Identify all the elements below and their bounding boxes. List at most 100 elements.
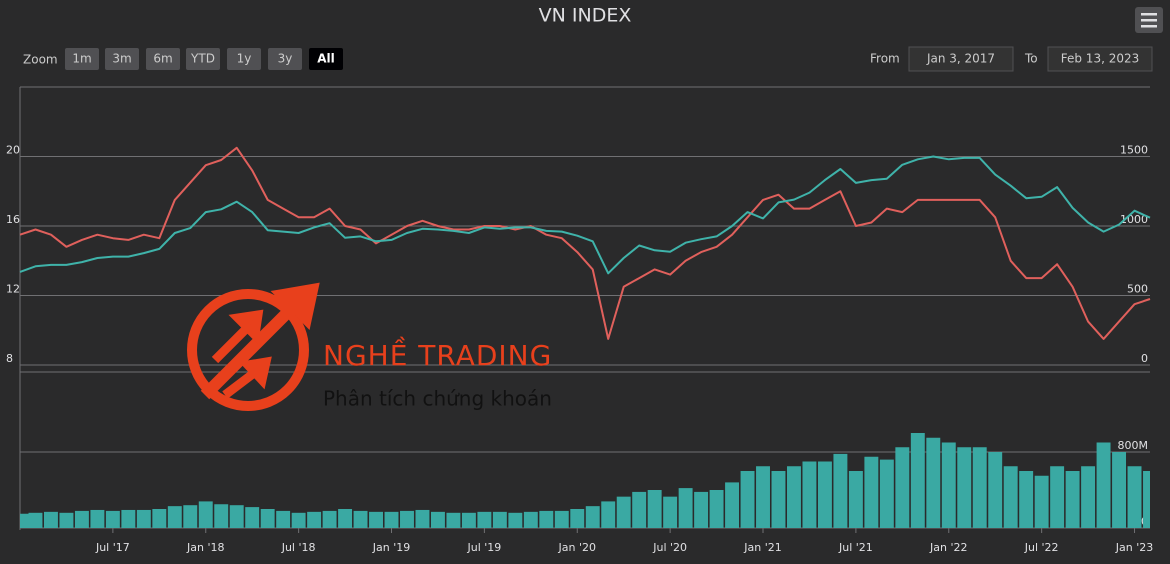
zoom-button[interactable]: 3m [105, 48, 139, 70]
logo-ring [187, 289, 309, 411]
volume-bar [539, 510, 554, 528]
y2-tick-label: 0 [1141, 352, 1148, 365]
volume-bar [601, 501, 616, 528]
menu-bar [1141, 13, 1157, 16]
volume-bar [90, 509, 105, 528]
volume-bar [430, 511, 445, 528]
volume-bar [678, 488, 693, 528]
volume-bar [663, 496, 678, 528]
menu-bar [1141, 25, 1157, 28]
menu-button[interactable] [1135, 7, 1163, 33]
volume-bar [941, 442, 956, 528]
button-bg[interactable] [309, 48, 343, 70]
y-tick-label: 12 [6, 283, 20, 296]
input-box[interactable] [908, 46, 1014, 72]
x-tick-label: Jan '19 [372, 541, 410, 554]
y2-tick-label: 1500 [1120, 144, 1148, 157]
from-input[interactable]: Jan 3, 2017 [908, 46, 1014, 72]
volume-bar [926, 437, 941, 528]
volume-bar [400, 510, 414, 528]
button-label: YTD [190, 52, 215, 66]
button-bg[interactable] [227, 48, 261, 70]
x-tick-label: Jan '23 [1115, 541, 1153, 554]
to-input[interactable]: Feb 13, 2023 [1047, 46, 1153, 72]
volume-bar [802, 461, 817, 528]
brand-name: NGHỀ TRADING [323, 335, 552, 372]
volume-bar [198, 501, 213, 528]
zoom-button[interactable]: YTD [186, 48, 220, 70]
from-date: Jan 3, 2017 [926, 52, 995, 66]
to-label: To [1024, 52, 1038, 66]
x-tick-label: Jul '20 [652, 541, 687, 554]
volume-bar [245, 507, 260, 528]
volume-bar [338, 509, 353, 528]
y-tick-label: 16 [6, 213, 20, 226]
volume-bar [523, 511, 538, 528]
volume-bar [756, 466, 770, 528]
y-tick-label: 800M [1118, 439, 1149, 452]
zoom-button[interactable]: 1m [65, 48, 99, 70]
x-tick-label: Jul '17 [95, 541, 130, 554]
volume-bar [28, 512, 43, 528]
volume-bar [632, 491, 647, 528]
button-label: 6m [153, 52, 172, 66]
volume-bar [322, 510, 337, 528]
x-tick-label: Jul '18 [281, 541, 316, 554]
volume-bar [988, 452, 1003, 528]
volume-bar [833, 453, 848, 528]
button-bg[interactable] [186, 48, 220, 70]
button-label: All [317, 52, 335, 66]
volume-bar [1050, 466, 1065, 528]
volume-bar [353, 510, 368, 528]
button-label: 3y [278, 52, 293, 66]
volume-bar [260, 509, 275, 528]
watermark: NGHỀ TRADING Phân tích chứng khoán [187, 282, 552, 411]
series-line [19, 146, 1151, 340]
chart-title: VN INDEX [539, 5, 632, 27]
button-bg[interactable] [65, 48, 99, 70]
volume-bar [1034, 475, 1049, 528]
volume-bar [461, 512, 476, 528]
button-label: 1m [72, 52, 91, 66]
volume-bar [725, 482, 740, 528]
volume-bar [616, 496, 631, 528]
zoom-button[interactable]: 3y [268, 48, 302, 70]
x-tick-label: Jul '19 [466, 541, 501, 554]
volume-bar [43, 511, 58, 528]
volume-bar [477, 511, 492, 528]
y-tick-label: 8 [6, 352, 13, 365]
volume-bar [369, 511, 383, 528]
volume-bar [787, 466, 801, 528]
volume-bar [183, 505, 198, 528]
brand-tagline: Phân tích chứng khoán [323, 387, 552, 411]
volume-bar [647, 490, 662, 528]
zoom-button[interactable]: 6m [146, 48, 180, 70]
button-bg[interactable] [268, 48, 302, 70]
volume-bar [1112, 452, 1127, 528]
volume-bar [1019, 471, 1034, 528]
volume-bar [972, 447, 987, 528]
zoom-button[interactable]: 1y [227, 48, 261, 70]
button-bg[interactable] [105, 48, 139, 70]
button-bg[interactable] [146, 48, 180, 70]
volume-bar [446, 512, 461, 528]
x-tick-label: Jul '22 [1024, 541, 1059, 554]
button-label: 1y [237, 52, 252, 66]
volume-bar [136, 509, 151, 528]
volume-bar [1096, 442, 1111, 528]
volume-bar [1143, 471, 1150, 528]
volume-bar [864, 456, 879, 528]
volume-bar [291, 512, 306, 528]
zoom-button[interactable]: All [309, 48, 343, 70]
volume-bar [910, 433, 925, 528]
input-box[interactable] [1047, 46, 1153, 72]
zoom-buttons: 1m 3m 6m YTD 1y 3y All [65, 48, 343, 70]
x-tick-label: Jan '18 [186, 541, 224, 554]
volume-bar [817, 461, 832, 528]
volume-bar [307, 511, 322, 528]
volume-bar [384, 511, 399, 528]
volume-bar [214, 504, 229, 528]
y-tick-label: 20 [6, 144, 20, 157]
volume-bar [957, 447, 972, 528]
